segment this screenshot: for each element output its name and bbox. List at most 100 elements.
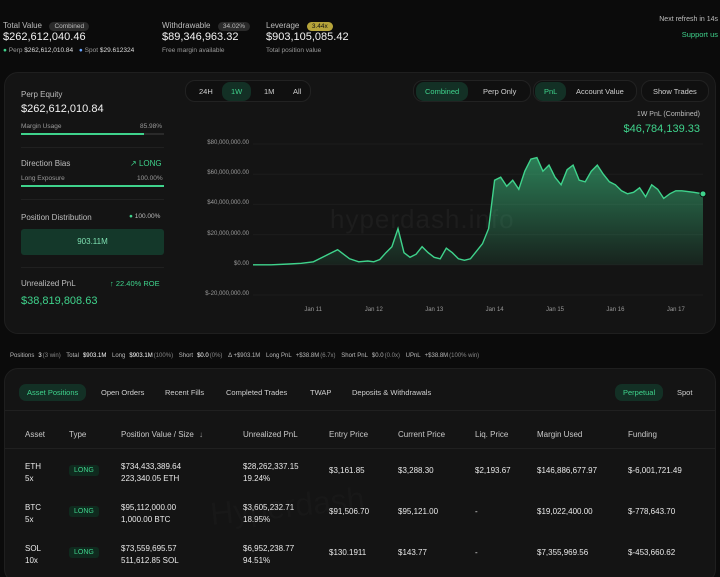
long-value: $903.1M	[129, 353, 153, 359]
col-margin-used[interactable]: Margin Used	[537, 430, 583, 439]
x-tick-label: Jan 11	[304, 307, 322, 313]
perp-value: $262,612,010.84	[24, 47, 74, 54]
short-pnl-value: $0.0	[371, 353, 384, 359]
metric-account-value[interactable]: Account Value	[576, 87, 624, 96]
tab-twap[interactable]: TWAP	[310, 388, 332, 397]
roe-value: 22.40% ROE	[115, 279, 160, 288]
market-perpetual[interactable]: Perpetual	[615, 384, 664, 401]
row-entry-price: $3,161.85	[329, 466, 365, 475]
x-tick-label: Jan 16	[606, 307, 625, 313]
col-position-value-label: Position Value / Size	[121, 430, 194, 439]
row-liq-price: $2,193.67	[475, 466, 511, 475]
perp-equity-label: Perp Equity	[21, 90, 63, 99]
leverage-pill: 3.44x	[306, 22, 333, 31]
positions-count: 3	[38, 353, 42, 359]
leverage-block: Leverage 3.44x	[266, 15, 333, 33]
leverage-label: Leverage	[266, 21, 300, 30]
show-trades-group	[641, 80, 709, 102]
spot-dot-icon: ●	[78, 47, 83, 54]
col-current-price[interactable]: Current Price	[398, 430, 446, 439]
row-pnl: $28,262,337.15	[243, 462, 299, 471]
x-tick-label: Jan 12	[364, 307, 383, 313]
positions-win: (3 win)	[42, 353, 61, 359]
spot-value: $29.612324	[99, 47, 135, 54]
row-position-size: 511,612.85 SOL	[121, 556, 179, 565]
positions-status-row: Positions 3(3 win) Total $903.1M Long $903.…	[10, 353, 483, 359]
upnl-value: +$38.8M	[424, 353, 449, 359]
range-all[interactable]: All	[293, 87, 302, 96]
col-liq-price[interactable]: Liq. Price	[475, 430, 509, 439]
tab-completed-trades[interactable]: Completed Trades	[226, 388, 288, 397]
tab-asset-positions[interactable]: Asset Positions	[19, 384, 87, 401]
trend-up-icon: ↗	[130, 159, 137, 168]
range-1m[interactable]: 1M	[264, 87, 275, 96]
row-leverage: 10x	[25, 556, 38, 565]
col-position-value[interactable]: Position Value / Size ↓	[121, 430, 203, 439]
row-asset[interactable]: BTC	[25, 503, 41, 512]
refresh-timer: Next refresh in 14s	[659, 16, 718, 23]
row-pnl: $6,952,238.77	[243, 544, 295, 553]
col-unrealized-pnl[interactable]: Unrealized PnL	[243, 430, 298, 439]
x-tick-label: Jan 15	[546, 307, 565, 313]
tab-deposits-withdrawals[interactable]: Deposits & Withdrawals	[352, 388, 432, 397]
unrealized-pnl-label: Unrealized PnL	[21, 279, 76, 288]
direction-bias-indicator: ↗ LONG	[130, 159, 162, 168]
col-entry-price[interactable]: Entry Price	[329, 430, 369, 439]
withdrawable-value: $89,346,963.32	[162, 31, 239, 43]
row-margin-used: $7,355,969.56	[537, 548, 589, 557]
pnl-end-point[interactable]	[699, 190, 707, 198]
perp-dot-icon: ●	[3, 47, 7, 54]
show-trades-button[interactable]: Show Trades	[653, 87, 697, 96]
metric-pnl[interactable]: PnL	[535, 82, 567, 101]
col-asset[interactable]: Asset	[25, 430, 46, 439]
direction-bias-value: LONG	[138, 159, 162, 168]
range-24h[interactable]: 24H	[199, 87, 213, 96]
long-exposure-bar	[21, 185, 164, 187]
direction-bias-label: Direction Bias	[21, 159, 71, 168]
upnl-win: (100% win)	[449, 353, 480, 359]
short-pct: (0%)	[209, 353, 223, 359]
view-perp-only[interactable]: Perp Only	[483, 87, 517, 96]
row-asset[interactable]: SOL	[25, 544, 42, 553]
range-1w[interactable]: 1W	[222, 82, 252, 101]
row-current-price: $95,121.00	[398, 507, 439, 516]
tab-open-orders[interactable]: Open Orders	[101, 388, 145, 397]
market-spot[interactable]: Spot	[677, 388, 693, 397]
support-link[interactable]: Support us	[681, 30, 718, 39]
col-type[interactable]: Type	[69, 430, 87, 439]
y-tick-label: $0.00	[233, 260, 249, 267]
total-value-label: Total Value	[3, 21, 42, 30]
row-asset[interactable]: ETH	[25, 462, 41, 471]
roe-indicator: ↑ 22.40% ROE	[110, 279, 160, 288]
long-exposure-fill	[21, 185, 164, 187]
position-distribution-label: Position Distribution	[21, 213, 92, 222]
margin-usage-fill	[21, 133, 144, 135]
margin-usage-value: 85.98%	[140, 123, 163, 130]
divider	[21, 199, 164, 200]
position-distribution-pct: 100.00%	[134, 213, 161, 220]
long-pnl-mult: (6.7x)	[320, 353, 336, 359]
long-pnl-value: +$38.8M	[295, 353, 320, 359]
view-combined[interactable]: Combined	[416, 82, 469, 101]
divider	[5, 448, 715, 449]
total-value-status: $903.1M	[82, 353, 107, 359]
dot-icon: ●	[129, 213, 133, 220]
long-label: Long	[112, 353, 126, 359]
tab-recent-fills[interactable]: Recent Fills	[165, 388, 205, 397]
row-position-value: $95,112,000.00	[121, 503, 177, 512]
positions-label: Positions	[10, 353, 35, 359]
short-label: Short	[178, 353, 194, 359]
delta-value: Δ +$903.1M	[228, 353, 261, 359]
withdrawable-pct: 34.02%	[217, 22, 250, 31]
row-type-badge: LONG	[69, 465, 99, 476]
x-tick-label: Jan 14	[485, 307, 504, 313]
short-value: $0.0	[197, 353, 209, 359]
row-pnl-pct: 94.51%	[243, 556, 271, 565]
col-funding[interactable]: Funding	[628, 430, 657, 439]
x-tick-label: Jan 13	[425, 307, 444, 313]
leverage-sub: Total position value	[266, 47, 322, 54]
row-position-size: 223,340.05 ETH	[121, 474, 180, 483]
total-label: Total	[66, 353, 79, 359]
row-type-badge: LONG	[69, 547, 99, 558]
